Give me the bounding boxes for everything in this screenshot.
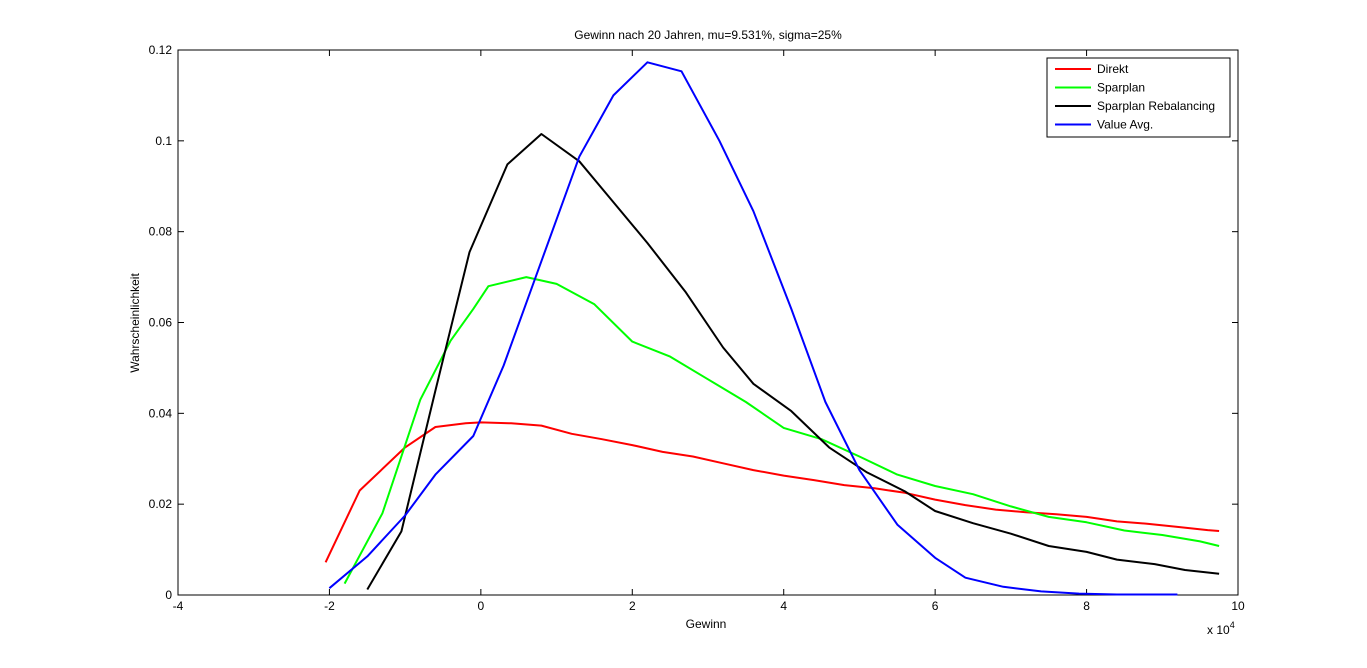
- x-tick-label: 6: [932, 599, 939, 613]
- x-tick-label: 0: [478, 599, 485, 613]
- legend-entry: Sparplan Rebalancing: [1097, 99, 1215, 113]
- series-lines: [324, 61, 1220, 596]
- y-tick-label: 0.12: [149, 43, 173, 57]
- chart-title: Gewinn nach 20 Jahren, mu=9.531%, sigma=…: [574, 28, 842, 42]
- axis-ticks: -4 -2 0 2 4 6 8 10 0 0.02 0.04 0.06 0.08 0.1 0.12: [149, 43, 1245, 613]
- legend-entry: Value Avg.: [1097, 118, 1153, 132]
- legend-entry: Sparplan: [1097, 81, 1145, 95]
- legend: Direkt Sparplan Sparplan Rebalancing Value …: [1046, 57, 1231, 138]
- x-tick-label: -4: [173, 599, 184, 613]
- y-tick-label: 0.02: [149, 497, 173, 511]
- y-tick-label: 0: [165, 588, 172, 602]
- x-tick-label: 10: [1231, 599, 1245, 613]
- x-tick-label: 4: [780, 599, 787, 613]
- x-axis-label: Gewinn: [686, 617, 727, 631]
- series-line: [324, 421, 1220, 563]
- y-tick-label: 0.1: [155, 134, 172, 148]
- x-tick-label: -2: [324, 599, 335, 613]
- x-exponent-label: x 104: [1207, 620, 1235, 637]
- y-axis-label: Wahrscheinlichkeit: [128, 273, 142, 373]
- x-exponent-power: 4: [1230, 620, 1235, 630]
- series-line: [343, 276, 1220, 585]
- x-exponent-base: x 10: [1207, 623, 1230, 637]
- y-tick-label: 0.04: [149, 406, 173, 420]
- x-tick-label: 8: [1083, 599, 1090, 613]
- series-line: [328, 61, 1178, 596]
- series-line: [366, 133, 1220, 591]
- y-tick-label: 0.06: [149, 316, 173, 330]
- legend-entry: Direkt: [1097, 62, 1129, 76]
- plot-area: [177, 49, 1239, 596]
- x-tick-label: 2: [629, 599, 636, 613]
- y-tick-label: 0.08: [149, 225, 173, 239]
